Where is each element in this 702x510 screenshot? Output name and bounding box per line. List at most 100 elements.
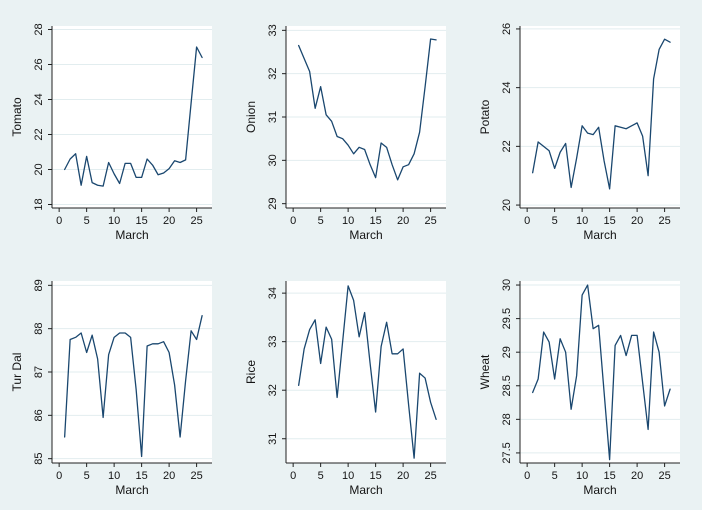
onion-x-tick-label: 25 <box>424 215 436 227</box>
wheat-x-tick-label: 25 <box>658 470 670 482</box>
potato-x-tick-label: 25 <box>658 215 670 227</box>
tur-dal-series-line <box>64 315 203 458</box>
tomato-x-tick-label: 0 <box>56 215 62 227</box>
rice-y-tick-label: 34 <box>267 287 279 299</box>
tomato-x-tick-label: 15 <box>135 215 147 227</box>
wheat-plot-area <box>520 281 680 463</box>
wheat-x-tick-label: 15 <box>603 470 615 482</box>
potato-y-tick-label: 20 <box>501 199 513 211</box>
tur-dal-x-axis-title: March <box>115 483 148 497</box>
tomato-y-tick-label: 26 <box>33 58 45 70</box>
rice-x-tick-label: 15 <box>369 470 381 482</box>
wheat-y-tick-label: 28.5 <box>501 375 513 396</box>
wheat-x-tick-label: 5 <box>552 470 558 482</box>
tomato-y-tick-label: 28 <box>33 23 45 35</box>
potato-x-tick-label: 5 <box>552 215 558 227</box>
potato-y-tick-label: 26 <box>501 23 513 35</box>
chart-panel-rice: 31 32 33 34 0 5 10 15 20 25 Rice March <box>234 255 468 510</box>
potato-y-axis-title: Potato <box>478 99 492 134</box>
rice-series-line <box>298 285 437 459</box>
rice-x-tick-label: 20 <box>397 470 409 482</box>
onion-x-axis-title: March <box>349 228 382 242</box>
wheat-x-tick-label: 10 <box>576 470 588 482</box>
tomato-y-tick-label: 20 <box>33 163 45 175</box>
tomato-plot-area <box>52 26 212 208</box>
tomato-y-tick-label: 24 <box>33 93 45 105</box>
tur-dal-x-tick-label: 20 <box>163 470 175 482</box>
tur-dal-y-tick-label: 89 <box>33 279 45 291</box>
onion-x-tick-label: 5 <box>318 215 324 227</box>
wheat-x-tick-label: 20 <box>631 470 643 482</box>
tur-dal-y-axis-title: Tur Dal <box>10 353 24 392</box>
potato-y-tick-label: 24 <box>501 82 513 94</box>
onion-x-tick-label: 20 <box>397 215 409 227</box>
potato-series-line <box>532 38 671 190</box>
tur-dal-x-tick-label: 10 <box>108 470 120 482</box>
wheat-series-line <box>532 284 671 461</box>
rice-y-tick-label: 31 <box>267 433 279 445</box>
onion-y-tick-label: 31 <box>267 111 279 123</box>
tomato-chart: 18 20 22 24 26 28 0 5 10 15 20 25 Tomato March <box>10 23 212 242</box>
tomato-y-tick-label: 22 <box>33 128 45 140</box>
tur-dal-x-tick-label: 25 <box>190 470 202 482</box>
rice-x-tick-label: 5 <box>318 470 324 482</box>
potato-x-tick-label: 15 <box>603 215 615 227</box>
wheat-y-axis-title: Wheat <box>478 354 492 389</box>
wheat-y-tick-label: 29.5 <box>501 308 513 329</box>
tomato-series-line <box>64 46 203 187</box>
potato-x-tick-label: 0 <box>524 215 530 227</box>
rice-x-tick-label: 10 <box>342 470 354 482</box>
potato-x-tick-label: 10 <box>576 215 588 227</box>
chart-panel-tomato: 18 20 22 24 26 28 0 5 10 15 20 25 Tomato March <box>0 0 234 255</box>
wheat-y-tick-label: 29 <box>501 346 513 358</box>
chart-panel-potato: 20 22 24 26 0 5 10 15 20 25 Potato March <box>468 0 702 255</box>
onion-chart: 29 30 31 32 33 0 5 10 15 20 25 Onion March <box>244 24 446 242</box>
onion-y-tick-label: 33 <box>267 24 279 36</box>
tomato-x-tick-label: 10 <box>108 215 120 227</box>
rice-y-axis-title: Rice <box>244 360 258 384</box>
wheat-chart: 27.5 28 28.5 29 29.5 30 0 5 10 15 20 25 Wheat March <box>478 279 680 497</box>
wheat-x-axis-title: March <box>583 483 616 497</box>
tur-dal-y-tick-label: 87 <box>33 366 45 378</box>
potato-x-tick-label: 20 <box>631 215 643 227</box>
tomato-y-tick-label: 18 <box>33 198 45 210</box>
tur-dal-chart: 85 86 87 88 89 0 5 10 15 20 25 Tur Dal March <box>10 279 212 497</box>
chart-panel-onion: 29 30 31 32 33 0 5 10 15 20 25 Onion March <box>234 0 468 255</box>
onion-x-tick-label: 0 <box>290 215 296 227</box>
rice-x-tick-label: 0 <box>290 470 296 482</box>
chart-panel-wheat: 27.5 28 28.5 29 29.5 30 0 5 10 15 20 25 Wheat March <box>468 255 702 510</box>
onion-y-tick-label: 32 <box>267 68 279 80</box>
wheat-y-tick-label: 28 <box>501 413 513 425</box>
tomato-y-axis-title: Tomato <box>10 97 24 137</box>
onion-x-tick-label: 15 <box>369 215 381 227</box>
rice-chart: 31 32 33 34 0 5 10 15 20 25 Rice March <box>244 281 446 497</box>
tur-dal-y-tick-label: 85 <box>33 453 45 465</box>
rice-y-tick-label: 33 <box>267 336 279 348</box>
rice-x-axis-title: March <box>349 483 382 497</box>
onion-x-tick-label: 10 <box>342 215 354 227</box>
potato-y-tick-label: 22 <box>501 140 513 152</box>
rice-x-tick-label: 25 <box>424 470 436 482</box>
potato-x-axis-title: March <box>583 228 616 242</box>
tur-dal-y-tick-label: 86 <box>33 409 45 421</box>
potato-plot-area <box>520 26 680 208</box>
tomato-x-axis-title: March <box>115 228 148 242</box>
tomato-x-tick-label: 5 <box>84 215 90 227</box>
tur-dal-y-tick-label: 88 <box>33 323 45 335</box>
potato-chart: 20 22 24 26 0 5 10 15 20 25 Potato March <box>478 23 680 242</box>
onion-y-tick-label: 29 <box>267 198 279 210</box>
chart-panel-tur-dal: 85 86 87 88 89 0 5 10 15 20 25 Tur Dal March <box>0 255 234 510</box>
rice-y-tick-label: 32 <box>267 384 279 396</box>
tur-dal-x-tick-label: 5 <box>84 470 90 482</box>
tur-dal-x-tick-label: 15 <box>135 470 147 482</box>
wheat-y-tick-label: 27.5 <box>501 442 513 463</box>
onion-y-tick-label: 30 <box>267 154 279 166</box>
tomato-x-tick-label: 20 <box>163 215 175 227</box>
onion-series-line <box>298 38 437 181</box>
rice-plot-area <box>286 281 446 463</box>
tur-dal-x-tick-label: 0 <box>56 470 62 482</box>
wheat-x-tick-label: 0 <box>524 470 530 482</box>
tomato-x-tick-label: 25 <box>190 215 202 227</box>
